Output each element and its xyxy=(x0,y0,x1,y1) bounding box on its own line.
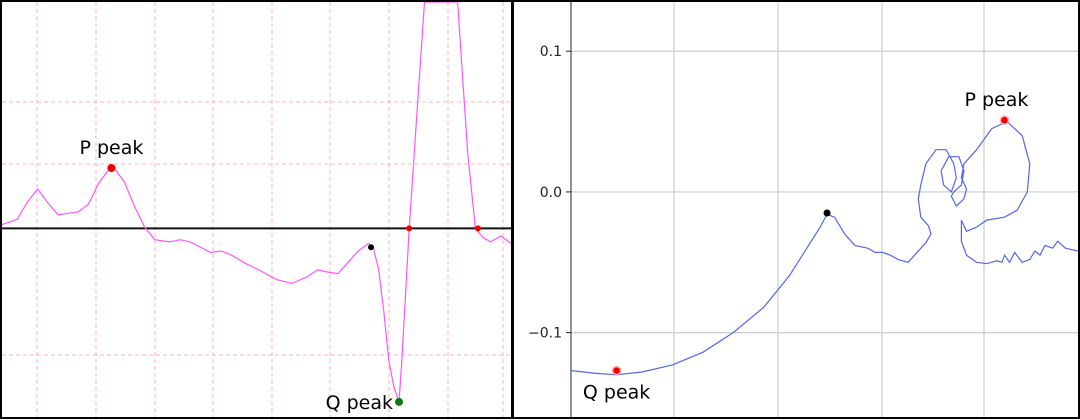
right-grid xyxy=(570,2,1078,417)
left-marker-point xyxy=(368,244,375,251)
right-y-tick-label: 0.1 xyxy=(540,44,562,60)
right-markers: Q peak P peak xyxy=(583,89,1029,403)
left-marker-point xyxy=(474,225,481,232)
left-grid xyxy=(2,2,511,417)
right-q-peak-label: Q peak xyxy=(583,382,650,404)
left-marker-point xyxy=(395,397,404,406)
left-q-peak-label: Q peak xyxy=(326,392,393,414)
right-marker-point xyxy=(823,209,831,217)
right-y-ticks: 0.1 0.0 −0.1 xyxy=(528,44,571,342)
left-markers: P peak Q peak xyxy=(79,137,481,414)
left-marker-point xyxy=(406,225,413,232)
right-marker-point xyxy=(999,115,1010,125)
right-trajectory-panel: 0.1 0.0 −0.1 Q peak P peak xyxy=(528,2,1079,417)
left-ecg-panel: P peak Q peak xyxy=(2,2,511,417)
left-series-line xyxy=(2,2,511,403)
right-panel-frame xyxy=(512,0,1080,419)
left-marker-point xyxy=(107,164,116,172)
right-y-tick-label: 0.0 xyxy=(540,185,562,201)
right-y-tick-label: −0.1 xyxy=(528,326,562,342)
right-p-peak-label: P peak xyxy=(965,89,1029,111)
right-series-line xyxy=(570,120,1079,376)
right-marker-point xyxy=(611,365,622,376)
left-p-peak-label: P peak xyxy=(79,137,143,159)
